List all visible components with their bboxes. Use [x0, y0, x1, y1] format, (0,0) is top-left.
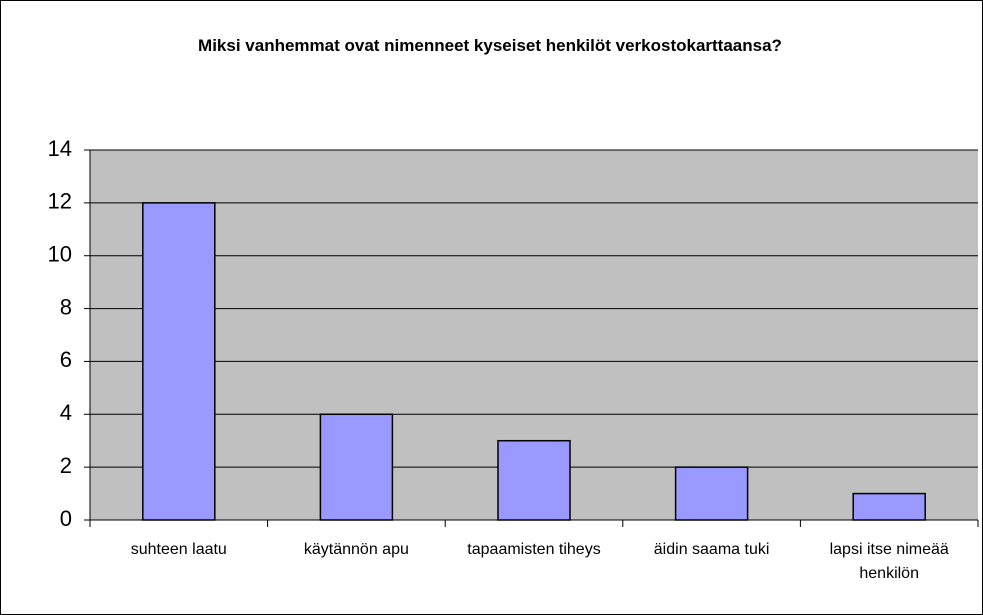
x-tick-label: äidin saama tuki — [653, 541, 770, 558]
y-tick-label: 14 — [48, 136, 72, 161]
y-tick-label: 12 — [48, 189, 72, 214]
y-tick-label: 2 — [60, 453, 72, 478]
x-tick-label: käytännön apu — [303, 541, 409, 558]
x-tick-label: lapsi itse nimeää henkilön — [829, 541, 949, 582]
chart-title: Miksi vanhemmat ovat nimenneet kyseiset … — [198, 36, 782, 55]
bar — [852, 492, 926, 521]
y-tick-label: 6 — [60, 347, 72, 372]
y-tick-label: 8 — [60, 294, 72, 319]
bar — [674, 466, 749, 521]
bar — [497, 439, 571, 521]
bar — [142, 202, 216, 521]
bar — [319, 413, 394, 521]
x-tick-label: suhteen laatu — [130, 541, 227, 558]
y-tick-label: 10 — [48, 242, 72, 267]
y-tick-label: 4 — [60, 400, 72, 425]
y-tick-label: 0 — [60, 506, 72, 531]
x-tick-label: tapaamisten tiheys — [467, 541, 601, 558]
